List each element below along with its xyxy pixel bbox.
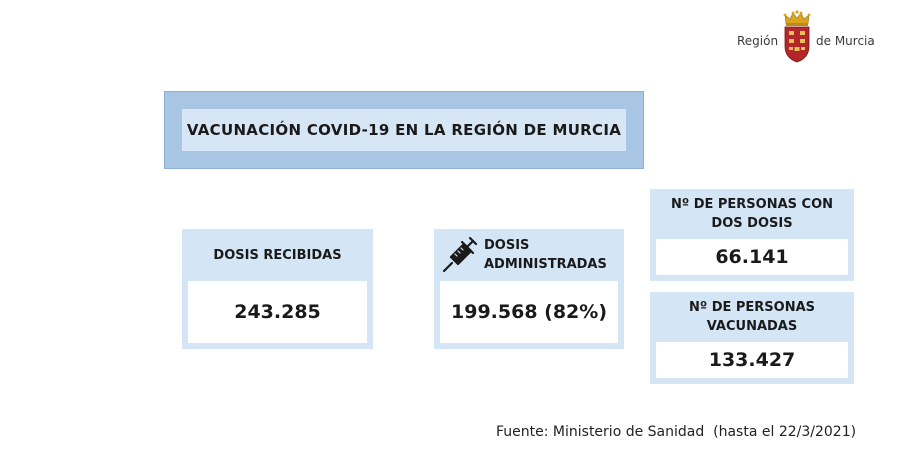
card-label-line1: Nº DE PERSONAS CON — [670, 197, 834, 212]
card-label: DOSIS RECIBIDAS — [213, 247, 342, 263]
source-note: Fuente: Ministerio de Sanidad (hasta el … — [496, 424, 857, 440]
card-personas-vacunadas: Nº DE PERSONAS VACUNADAS 133.427 — [650, 292, 854, 384]
card-header: DOSIS ADMINISTRADAS — [434, 229, 624, 281]
card-label-line2: VACUNADAS — [706, 319, 798, 334]
region-de-murcia-logo: Región de Murcia — [733, 10, 883, 66]
card-label-line2: ADMINISTRADAS — [484, 257, 607, 272]
card-label-line2: DOS DOSIS — [711, 216, 793, 231]
card-label: Nº DE PERSONAS CON DOS DOSIS — [650, 189, 854, 239]
card-value: 243.285 — [188, 281, 367, 343]
card-value: 66.141 — [656, 239, 848, 275]
card-label-line1: Nº DE PERSONAS — [688, 300, 816, 315]
logo-text-region: Región — [737, 34, 779, 48]
card-label-line1: DOSIS — [484, 238, 530, 253]
card-dosis-administradas: DOSIS ADMINISTRADAS 199.568 (82%) — [434, 229, 624, 349]
logo-text-de-murcia: de Murcia — [816, 34, 875, 48]
card-value: 133.427 — [656, 342, 848, 378]
card-value: 199.568 (82%) — [440, 281, 618, 343]
card-label: Nº DE PERSONAS VACUNADAS — [650, 292, 854, 342]
card-dosis-recibidas: DOSIS RECIBIDAS 243.285 — [182, 229, 373, 349]
syringe-icon — [442, 237, 478, 273]
card-personas-dos-dosis: Nº DE PERSONAS CON DOS DOSIS 66.141 — [650, 189, 854, 281]
title-banner: VACUNACIÓN COVID-19 EN LA REGIÓN DE MURC… — [164, 91, 644, 169]
card-label: DOSIS ADMINISTRADAS — [484, 236, 607, 274]
page-title: VACUNACIÓN COVID-19 EN LA REGIÓN DE MURC… — [182, 109, 626, 151]
coat-of-arms-icon — [783, 10, 811, 63]
